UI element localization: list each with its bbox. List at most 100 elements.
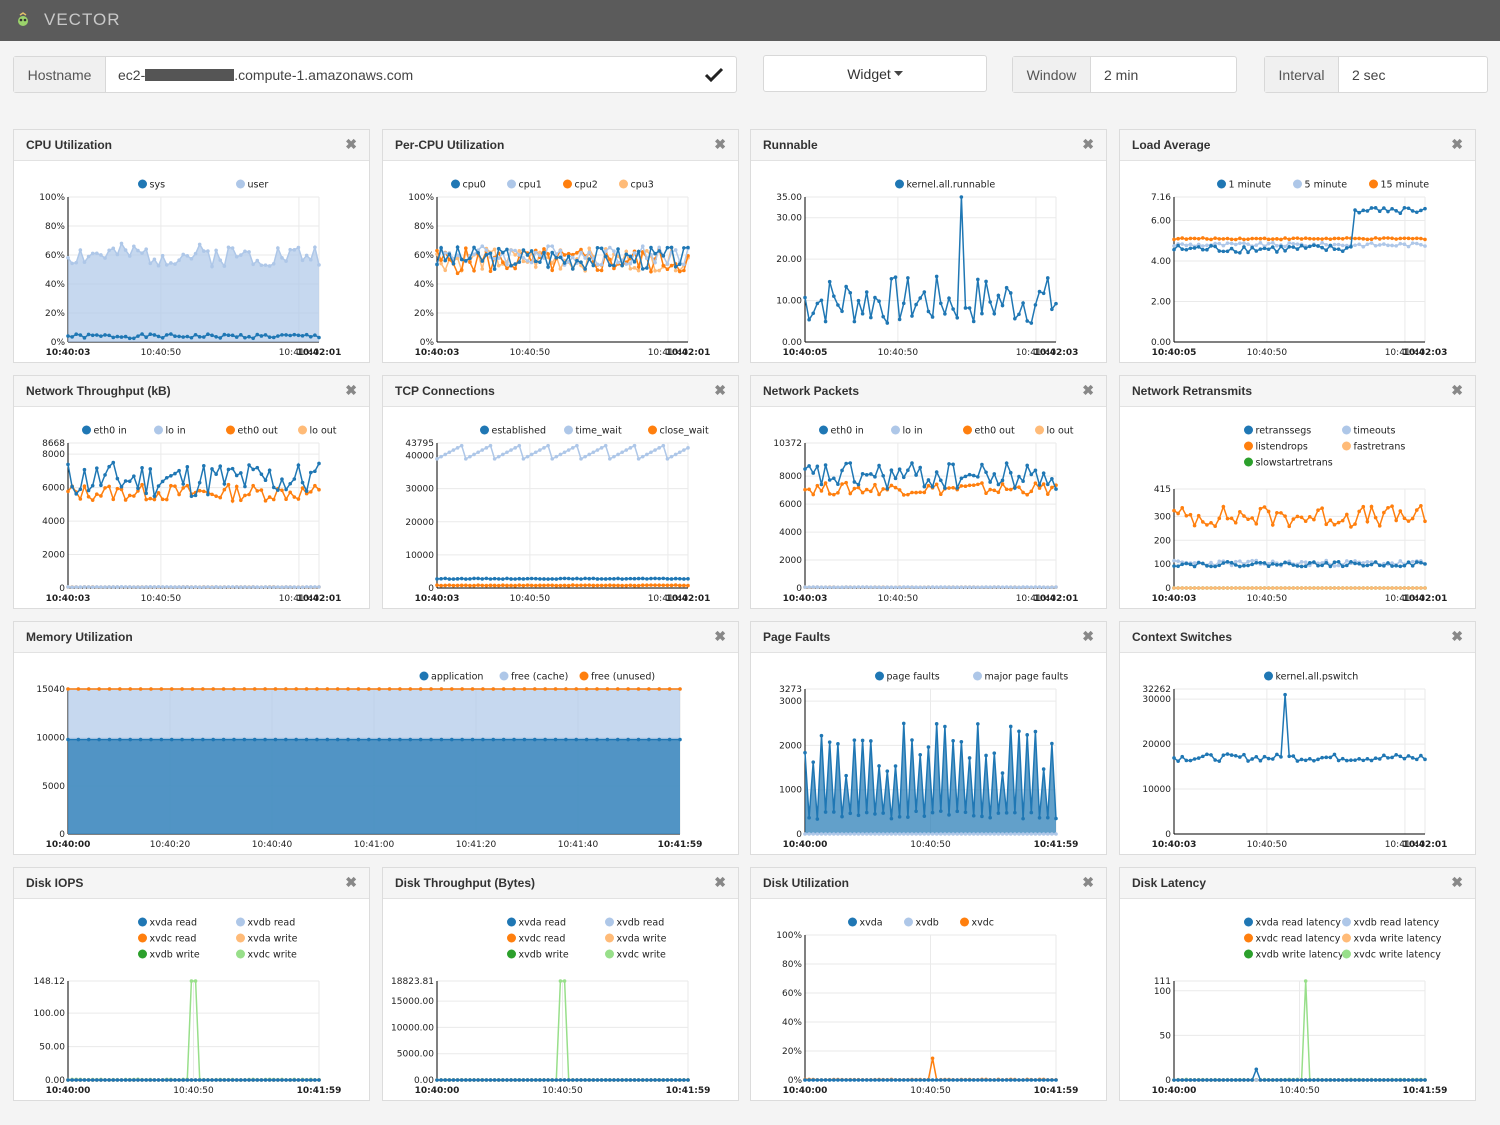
widget-dropdown-button[interactable]: Widget	[763, 55, 987, 92]
close-icon[interactable]: ✖	[714, 382, 726, 398]
data-point	[447, 252, 452, 257]
legend-item-eth0-in[interactable]: eth0 in	[819, 425, 864, 437]
data-point	[1238, 1078, 1242, 1082]
data-point	[169, 737, 174, 742]
checkmark-icon[interactable]	[704, 67, 724, 83]
legend-item-xvdc-write-latency[interactable]: xvdc write latency	[1342, 949, 1441, 961]
legend-item-xvdc[interactable]: xvdc	[960, 917, 994, 929]
data-point	[267, 335, 272, 339]
legend-item-xvda-write-latency[interactable]: xvda write latency	[1342, 933, 1442, 945]
legend-item-xvdc-read[interactable]: xvdc read	[507, 933, 565, 945]
legend-item-15-minute[interactable]: 15 minute	[1369, 179, 1429, 191]
legend-item-5-minute[interactable]: 5 minute	[1293, 179, 1347, 191]
legend-item-xvdb-read[interactable]: xvdb read	[236, 917, 295, 929]
legend-item-lo-out[interactable]: lo out	[1035, 425, 1074, 437]
legend-item-page-faults[interactable]: page faults	[875, 671, 940, 683]
data-point	[1365, 563, 1370, 568]
legend-item-cpu2[interactable]: cpu2	[563, 179, 598, 191]
legend-item-xvda-write[interactable]: xvda write	[605, 933, 667, 945]
legend-item-xvda-read[interactable]: xvda read	[507, 917, 566, 929]
hostname-input[interactable]: ec2- .compute-1.amazonaws.com	[118, 57, 413, 92]
legend-item-close-wait[interactable]: close_wait	[648, 425, 709, 437]
legend-item-established[interactable]: established	[480, 425, 546, 437]
legend-item-fastretrans[interactable]: fastretrans	[1342, 441, 1405, 453]
close-icon[interactable]: ✖	[345, 382, 357, 398]
data-point	[123, 479, 128, 483]
legend-item-xvda-read[interactable]: xvda read	[138, 917, 197, 929]
legend-swatch	[1342, 425, 1351, 435]
close-icon[interactable]: ✖	[1451, 136, 1463, 152]
legend-item-xvdb-write-latency[interactable]: xvdb write latency	[1244, 949, 1344, 961]
close-icon[interactable]: ✖	[1451, 874, 1463, 890]
legend-item-user[interactable]: user	[236, 179, 268, 191]
data-point	[971, 585, 976, 589]
data-point	[1328, 1078, 1333, 1082]
series-lo-in	[66, 585, 321, 589]
legend-item-sys[interactable]: sys	[138, 179, 165, 191]
legend-item-eth0-out[interactable]: eth0 out	[963, 425, 1015, 437]
data-point	[673, 583, 678, 587]
legend-item-cpu1[interactable]: cpu1	[507, 179, 542, 191]
legend-item-eth0-out[interactable]: eth0 out	[226, 425, 278, 437]
data-point	[889, 483, 894, 488]
legend-item-xvdc-read-latency[interactable]: xvdc read latency	[1244, 933, 1341, 945]
app-title[interactable]: VECTOR	[44, 10, 121, 29]
close-icon[interactable]: ✖	[714, 874, 726, 890]
legend-item-eth0-in[interactable]: eth0 in	[82, 425, 127, 437]
legend-item-xvdc-write[interactable]: xvdc write	[236, 949, 297, 961]
data-point	[1258, 758, 1263, 763]
close-icon[interactable]: ✖	[1082, 136, 1094, 152]
legend-item-kernel-all-runnable[interactable]: kernel.all.runnable	[895, 179, 995, 191]
legend-item-xvda[interactable]: xvda	[848, 917, 883, 929]
legend-item-retranssegs[interactable]: retranssegs	[1244, 425, 1311, 437]
close-icon[interactable]: ✖	[1082, 628, 1094, 644]
close-icon[interactable]: ✖	[345, 874, 357, 890]
legend-item-application[interactable]: application	[419, 671, 484, 683]
close-icon[interactable]: ✖	[1451, 628, 1463, 644]
legend-item-lo-in[interactable]: lo in	[891, 425, 923, 437]
legend-item-xvdc-read[interactable]: xvdc read	[138, 933, 196, 945]
legend-item-time-wait[interactable]: time_wait	[564, 425, 622, 437]
legend-item-1-minute[interactable]: 1 minute	[1217, 179, 1271, 191]
legend-item-xvda-write[interactable]: xvda write	[236, 933, 298, 945]
legend-item-timeouts[interactable]: timeouts	[1342, 425, 1396, 437]
data-point	[677, 576, 682, 581]
legend-item-lo-in[interactable]: lo in	[154, 425, 186, 437]
legend-item-xvda-read-latency[interactable]: xvda read latency	[1244, 917, 1341, 929]
close-icon[interactable]: ✖	[1082, 382, 1094, 398]
interval-input[interactable]: 2 sec	[1352, 66, 1386, 83]
data-point	[591, 1078, 596, 1082]
legend-item-slowstartretrans[interactable]: slowstartretrans	[1244, 457, 1333, 469]
legend-item-free-cache[interactable]: free (cache)	[499, 671, 569, 683]
data-point	[1270, 1078, 1275, 1082]
close-icon[interactable]: ✖	[1451, 382, 1463, 398]
legend-item-xvdc-write[interactable]: xvdc write	[605, 949, 666, 961]
close-icon[interactable]: ✖	[714, 628, 726, 644]
data-point	[840, 309, 844, 314]
legend-item-xvdb-write[interactable]: xvdb write	[507, 949, 569, 961]
legend-item-xvdb-read[interactable]: xvdb read	[605, 917, 664, 929]
legend-item-listendrops[interactable]: listendrops	[1244, 441, 1308, 453]
legend-item-major-page-faults[interactable]: major page faults	[973, 671, 1068, 683]
close-icon[interactable]: ✖	[1082, 874, 1094, 890]
data-point	[996, 490, 1001, 495]
legend-item-cpu3[interactable]: cpu3	[619, 179, 654, 191]
legend-item-lo-out[interactable]: lo out	[298, 425, 337, 437]
legend-item-xvdb-write[interactable]: xvdb write	[138, 949, 200, 961]
legend-item-free-unused[interactable]: free (unused)	[579, 671, 656, 683]
data-point	[967, 832, 972, 836]
data-point	[1233, 586, 1238, 590]
window-input[interactable]: 2 min	[1104, 66, 1139, 83]
data-point	[963, 1078, 968, 1082]
data-point	[1238, 241, 1242, 246]
legend-item-cpu0[interactable]: cpu0	[451, 179, 486, 191]
legend-item-kernel-all-pswitch[interactable]: kernel.all.pswitch	[1264, 671, 1358, 683]
interval-label: Interval	[1265, 57, 1339, 92]
data-point	[844, 480, 848, 485]
legend-item-xvdb[interactable]: xvdb	[904, 917, 939, 929]
close-icon[interactable]: ✖	[345, 136, 357, 152]
data-point	[136, 248, 140, 253]
close-icon[interactable]: ✖	[714, 136, 726, 152]
data-point	[1320, 241, 1324, 245]
legend-item-xvdb-read-latency[interactable]: xvdb read latency	[1342, 917, 1440, 929]
